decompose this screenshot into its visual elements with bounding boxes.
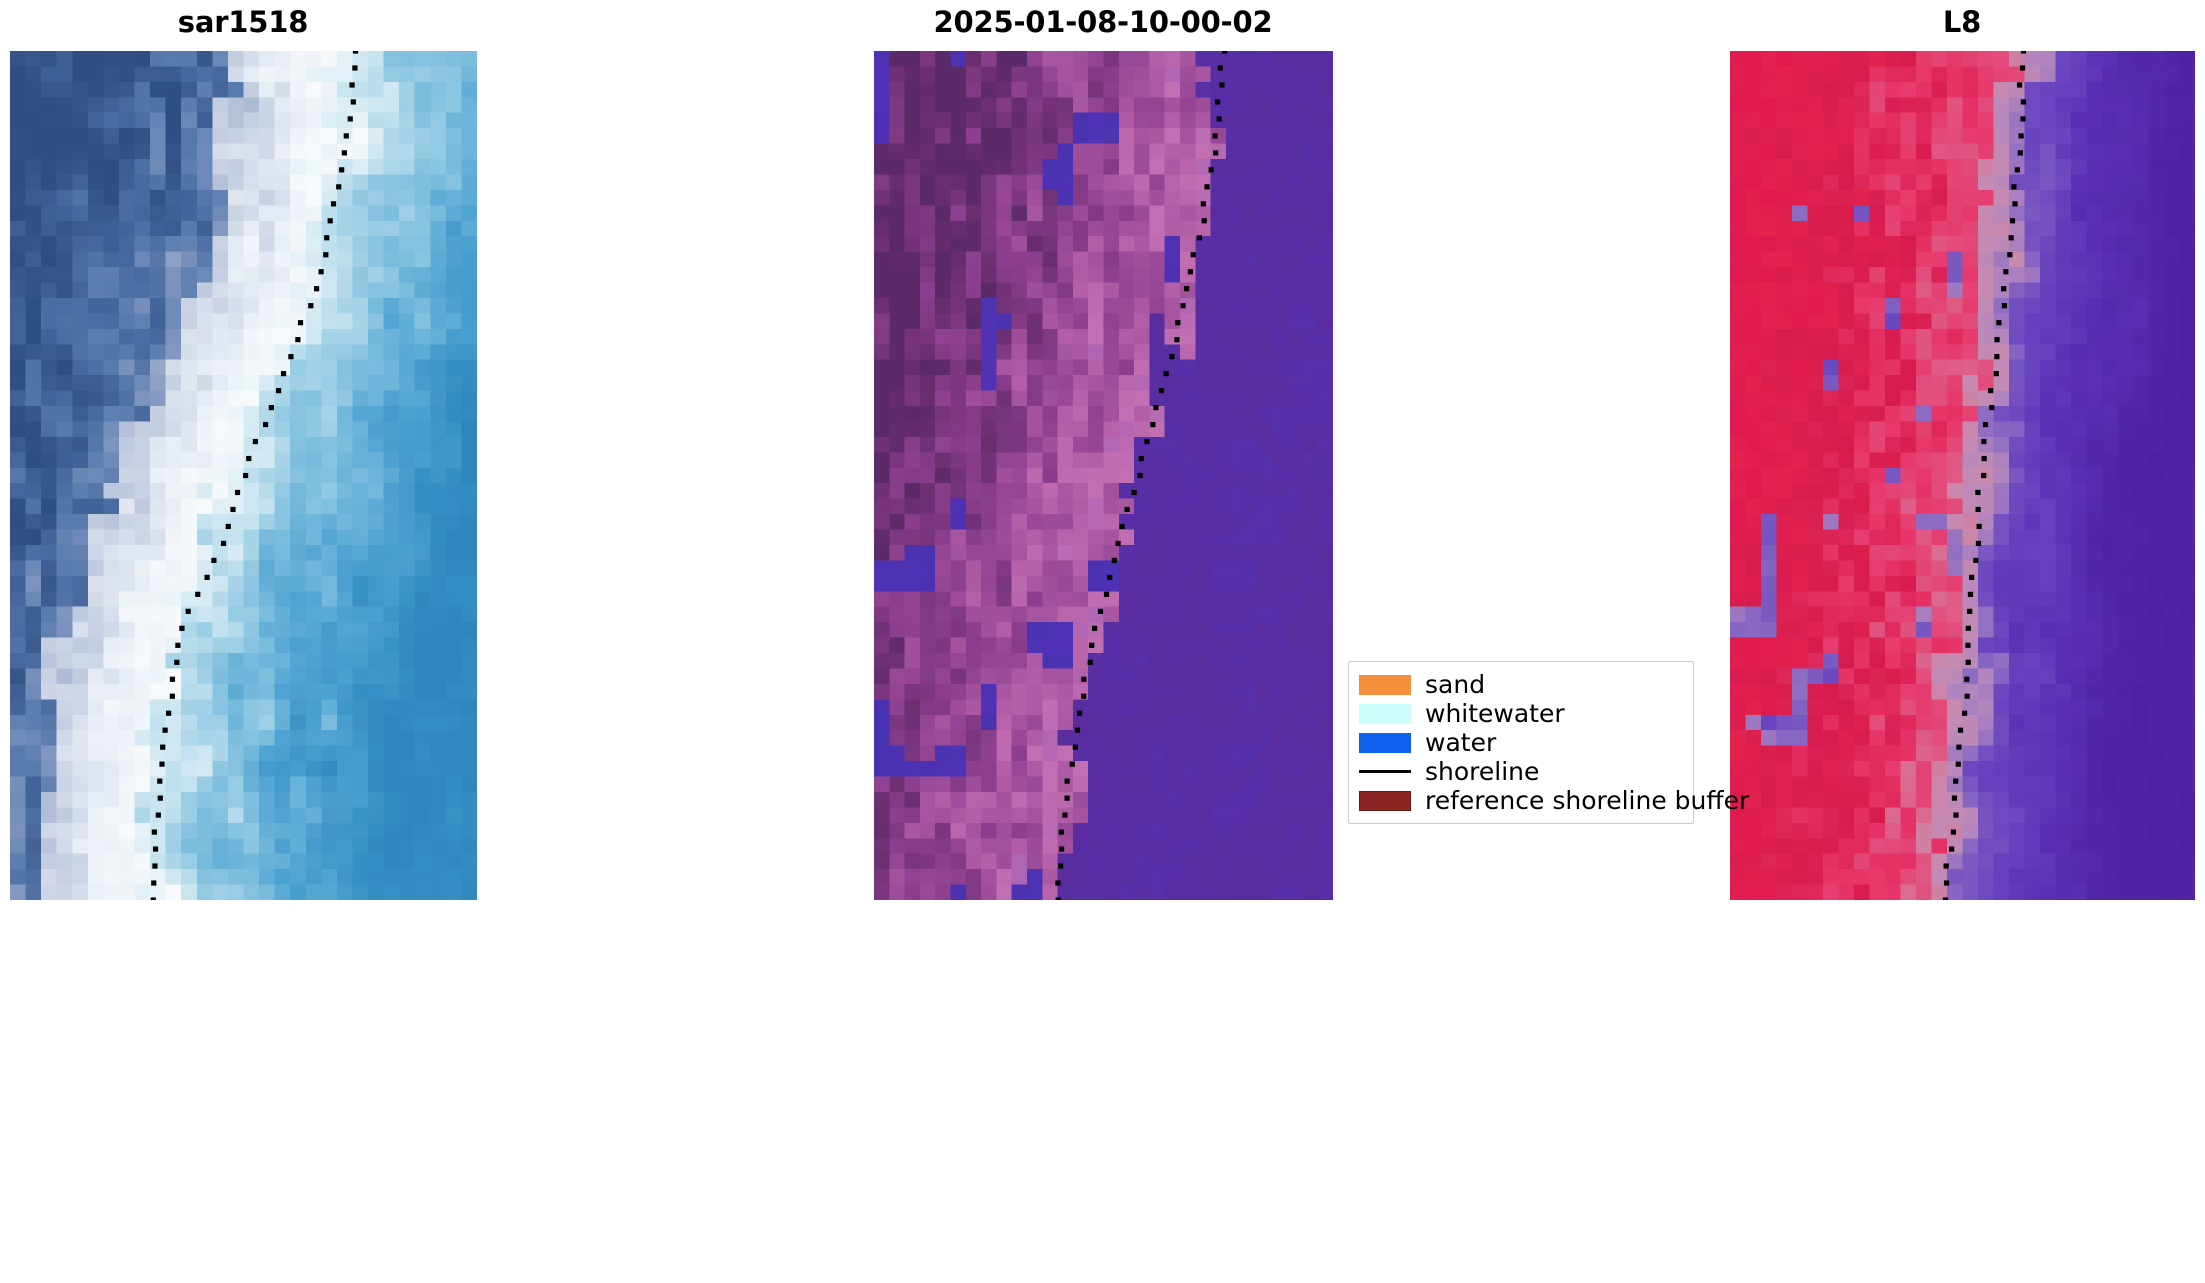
legend-label-whitewater: whitewater	[1425, 699, 1565, 728]
legend-swatch-water-icon	[1359, 732, 1411, 753]
panel-sar-axes[interactable]	[10, 51, 477, 900]
legend-label-sand: sand	[1425, 670, 1486, 699]
panel-title-sar: sar1518	[177, 5, 309, 39]
legend-item-shoreline: shoreline	[1359, 757, 1681, 786]
legend-item-whitewater: whitewater	[1359, 699, 1681, 728]
legend-label-shoreline: shoreline	[1425, 757, 1540, 786]
legend-swatch-sand-icon	[1359, 674, 1411, 695]
panel-classification-axes[interactable]	[874, 51, 1333, 900]
legend-label-water: water	[1425, 728, 1497, 757]
legend-swatch-reference-buffer-icon	[1359, 790, 1411, 811]
legend-swatch-whitewater-icon	[1359, 703, 1411, 724]
panel-title-l8: L8	[1942, 5, 1982, 39]
legend-item-sand: sand	[1359, 670, 1681, 699]
legend-label-reference-buffer: reference shoreline buffer	[1425, 786, 1750, 815]
panel-title-classification: 2025-01-08-10-00-02	[933, 5, 1273, 39]
legend-line-shoreline-icon	[1359, 762, 1411, 782]
panel-l8-axes[interactable]	[1730, 51, 2195, 900]
legend-item-water: water	[1359, 728, 1681, 757]
legend-box: sand whitewater water shoreline referenc…	[1348, 661, 1749, 824]
legend-item-reference-buffer: reference shoreline buffer	[1359, 786, 1749, 815]
